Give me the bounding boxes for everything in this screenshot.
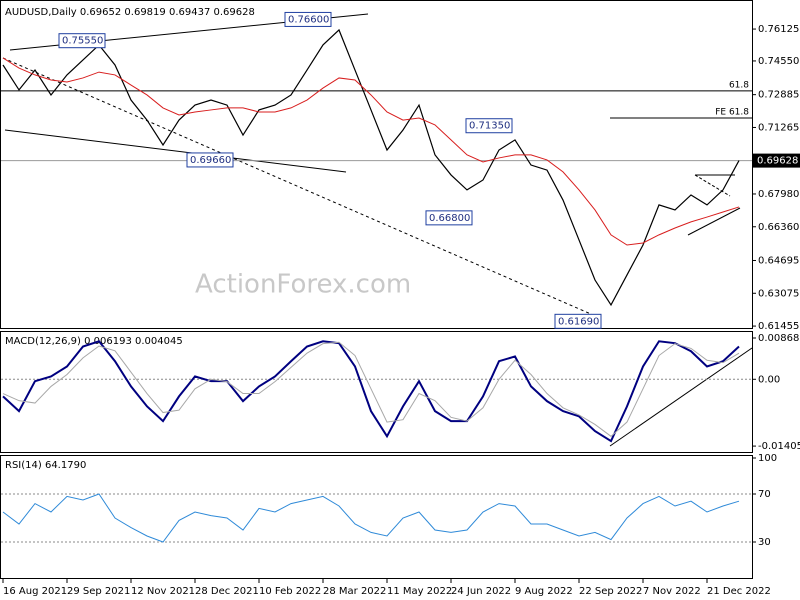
last-price-box (753, 153, 800, 168)
y-tick-label: 0.67980 (758, 189, 799, 200)
y-tick-label: 0.71265 (758, 122, 799, 133)
price-frame (0, 0, 753, 329)
x-tick-label: 21 Dec 2022 (707, 586, 771, 597)
x-tick-label: 10 Feb 2022 (259, 586, 321, 597)
series-line (2, 57, 740, 246)
x-tick-label: 22 Sep 2022 (579, 586, 642, 597)
y-tick-label: 0.76125 (758, 24, 799, 35)
y-tick-label: 0.00 (758, 374, 780, 385)
y-tick-label: 0.61455 (758, 321, 799, 332)
annotation-box (425, 210, 473, 226)
x-tick-label: 28 Dec 2021 (195, 586, 259, 597)
trendline (687, 207, 741, 236)
chart-title: AUDUSD,Daily 0.69652 0.69819 0.69437 0.6… (5, 7, 255, 18)
y-tick-label: 30 (758, 537, 771, 548)
y-tick-label: 0.72885 (758, 90, 799, 101)
series-line (2, 341, 740, 437)
series-line (2, 340, 740, 443)
y-tick-label: 0.66360 (758, 222, 799, 233)
watermark: ActionForex.com (195, 270, 411, 300)
annotation-label: 0.71350 (469, 121, 510, 132)
y-tick-label: 70 (758, 489, 771, 500)
trendline (694, 174, 731, 197)
annotation-label: 0.75550 (62, 36, 103, 47)
y-tick-label: -0.014056 (758, 441, 800, 452)
annotation-box (58, 33, 106, 49)
rsi-title: RSI(14) 64.1790 (5, 460, 86, 471)
x-tick-label: 29 Sep 2021 (67, 586, 130, 597)
x-tick-label: 9 Aug 2022 (515, 586, 573, 597)
x-tick-label: 16 Aug 2021 (3, 586, 67, 597)
annotation-box (284, 11, 332, 27)
y-tick-label: 100 (758, 453, 777, 464)
trendline (609, 347, 753, 447)
annotation-label: 0.76600 (288, 14, 329, 25)
annotation-box (186, 152, 234, 168)
y-tick-label: 0.64695 (758, 255, 799, 266)
rsi-frame (0, 455, 753, 579)
series-line (2, 493, 740, 543)
macd-title: MACD(12,26,9) 0.006193 0.004045 (5, 336, 183, 347)
annotation-label: 0.66800 (429, 213, 470, 224)
annotation-label: 0.61690 (558, 316, 599, 327)
fib-label: FE 61.8 (715, 108, 749, 118)
trendline (4, 129, 347, 173)
macd-frame (0, 331, 753, 453)
y-tick-label: 0.63075 (758, 288, 799, 299)
y-tick-label: 0.74550 (758, 56, 799, 67)
x-tick-label: 28 Mar 2022 (323, 586, 386, 597)
x-tick-label: 7 Nov 2022 (643, 586, 701, 597)
fib-label: 61.8 (729, 80, 749, 90)
series-line (2, 28, 740, 307)
y-tick-label: 0.008687 (758, 333, 800, 344)
annotation-label: 0.69660 (190, 155, 231, 166)
last-price-label: 0.69628 (757, 156, 798, 167)
trendline (2, 57, 601, 319)
annotation-box (465, 118, 513, 134)
x-tick-label: 11 May 2022 (387, 586, 452, 597)
x-tick-label: 24 Jun 2022 (451, 586, 511, 597)
x-tick-label: 12 Nov 2021 (131, 586, 195, 597)
annotation-box (554, 313, 602, 329)
